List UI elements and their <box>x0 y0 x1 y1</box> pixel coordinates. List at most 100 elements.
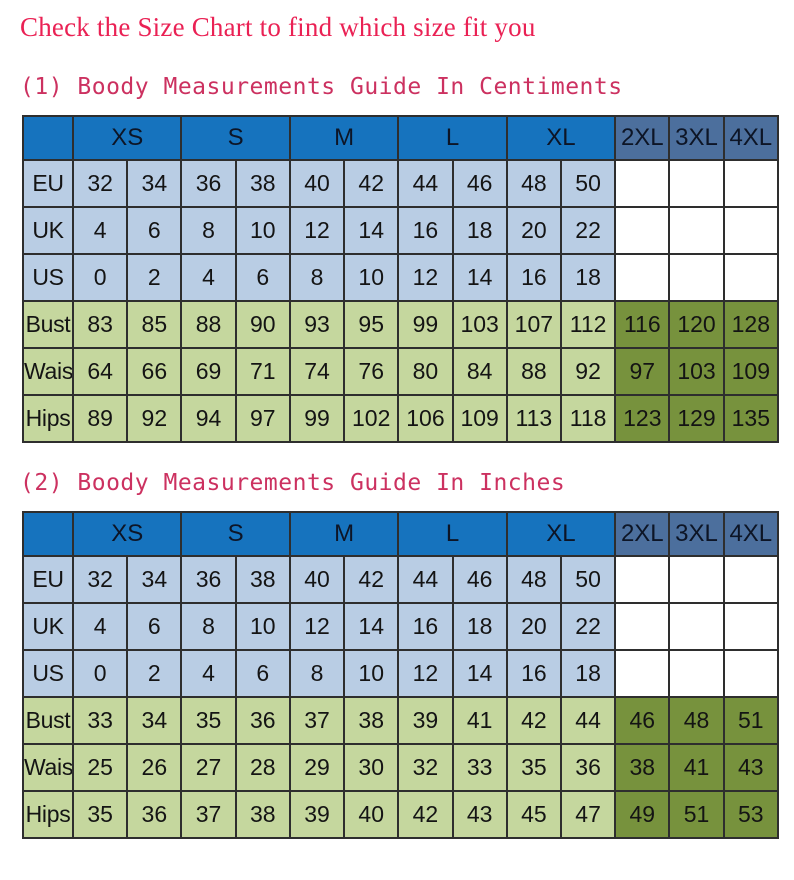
size-value-cell: 99 <box>288 394 346 443</box>
empty-cell <box>614 159 671 208</box>
size-value-cell: 8 <box>288 253 346 302</box>
size-value-cell: 34 <box>126 555 183 604</box>
size-value-cell: 103 <box>668 347 725 396</box>
size-value-cell: 44 <box>559 696 617 745</box>
size-value-cell: 6 <box>234 253 291 302</box>
size-header-xs: XS <box>71 115 183 161</box>
table-row-waist: Waist6466697174768084889297103109 <box>22 347 780 396</box>
size-header-3xl: 3XL <box>668 511 725 557</box>
size-value-cell: 34 <box>126 159 183 208</box>
size-value-cell: 44 <box>397 555 454 604</box>
size-value-cell: 94 <box>180 394 237 443</box>
size-value-cell: 18 <box>559 253 617 302</box>
size-value-cell: 8 <box>180 602 237 651</box>
page-title: Check the Size Chart to find which size … <box>20 12 536 42</box>
size-header-m: M <box>288 115 400 161</box>
size-value-cell: 2 <box>126 649 183 698</box>
size-value-cell: 97 <box>234 394 291 443</box>
size-value-cell: 42 <box>505 696 562 745</box>
empty-cell <box>668 649 725 698</box>
empty-cell <box>614 602 671 651</box>
size-value-cell: 26 <box>126 743 183 792</box>
size-value-cell: 46 <box>614 696 671 745</box>
empty-cell <box>722 206 780 255</box>
size-value-cell: 40 <box>288 555 346 604</box>
row-label: Waist <box>22 743 74 792</box>
size-value-cell: 6 <box>126 602 183 651</box>
size-value-cell: 29 <box>288 743 346 792</box>
size-header-row: XS S M L XL 2XL 3XL 4XL <box>22 115 780 161</box>
table-row-eu: EU 32 34 36 38 40 42 44 46 48 50 <box>22 555 780 604</box>
size-value-cell: 18 <box>559 649 617 698</box>
table-row-us: US 0 2 4 6 8 10 12 14 16 18 <box>22 253 780 302</box>
empty-cell <box>668 253 725 302</box>
size-value-cell: 20 <box>505 206 562 255</box>
size-value-cell: 42 <box>397 790 454 839</box>
size-value-cell: 74 <box>288 347 346 396</box>
size-value-cell: 4 <box>180 253 237 302</box>
size-value-cell: 107 <box>505 300 562 349</box>
row-label: EU <box>22 555 74 604</box>
size-value-cell: 27 <box>180 743 237 792</box>
size-value-cell: 88 <box>180 300 237 349</box>
size-value-cell: 90 <box>234 300 291 349</box>
size-value-cell: 92 <box>559 347 617 396</box>
size-value-cell: 118 <box>559 394 617 443</box>
size-value-cell: 99 <box>397 300 454 349</box>
size-value-cell: 34 <box>126 696 183 745</box>
size-value-cell: 25 <box>71 743 129 792</box>
table-corner-cell <box>22 511 74 557</box>
table-row-bust: Bust 83 85 88 90 93 95 99 103 107 112 116 120 128 <box>22 300 780 349</box>
size-header-s: S <box>180 511 291 557</box>
table-row-hips: Hips 89 92 94 97 99 102 106 109 113 118 123 129 135 <box>22 394 780 443</box>
size-header-2xl: 2XL <box>614 115 671 161</box>
row-label: UK <box>22 602 74 651</box>
size-value-cell: 42 <box>343 159 400 208</box>
size-header-2xl: 2XL <box>614 511 671 557</box>
size-value-cell: 0 <box>71 649 129 698</box>
size-value-cell: 41 <box>668 743 725 792</box>
row-label: Bust <box>22 300 74 349</box>
size-table-centimeters: XS S M L XL 2XL 3XL 4XL EU 32 34 36 38 40 42 44 46 48 50 U… <box>22 115 780 443</box>
row-label: US <box>22 649 74 698</box>
size-value-cell: 16 <box>397 602 454 651</box>
size-value-cell: 92 <box>126 394 183 443</box>
size-value-cell: 14 <box>343 206 400 255</box>
size-header-m: M <box>288 511 400 557</box>
size-value-cell: 43 <box>722 743 780 792</box>
size-value-cell: 10 <box>343 253 400 302</box>
size-value-cell: 123 <box>614 394 671 443</box>
empty-cell <box>668 555 725 604</box>
size-value-cell: 32 <box>397 743 454 792</box>
section-heading-inches: (2) Boody Measurements Guide In Inches <box>20 470 566 496</box>
size-value-cell: 35 <box>505 743 562 792</box>
size-value-cell: 129 <box>668 394 725 443</box>
empty-cell <box>722 253 780 302</box>
size-value-cell: 89 <box>71 394 129 443</box>
size-value-cell: 128 <box>722 300 780 349</box>
size-value-cell: 71 <box>234 347 291 396</box>
empty-cell <box>668 602 725 651</box>
empty-cell <box>722 649 780 698</box>
table-corner-cell <box>22 115 74 161</box>
size-value-cell: 47 <box>559 790 617 839</box>
size-value-cell: 37 <box>288 696 346 745</box>
size-header-xs: XS <box>71 511 183 557</box>
size-value-cell: 32 <box>71 159 129 208</box>
section-heading-centimeters: (1) Boody Measurements Guide In Centimen… <box>20 74 623 100</box>
size-value-cell: 88 <box>505 347 562 396</box>
size-value-cell: 16 <box>505 649 562 698</box>
size-value-cell: 36 <box>180 555 237 604</box>
size-value-cell: 112 <box>559 300 617 349</box>
size-value-cell: 10 <box>234 206 291 255</box>
size-header-4xl: 4XL <box>722 115 780 161</box>
size-header-row: XS S M L XL 2XL 3XL 4XL <box>22 511 780 557</box>
size-value-cell: 38 <box>234 159 291 208</box>
size-value-cell: 4 <box>180 649 237 698</box>
size-value-cell: 22 <box>559 602 617 651</box>
size-value-cell: 36 <box>234 696 291 745</box>
size-value-cell: 85 <box>126 300 183 349</box>
size-table-inches: XS S M L XL 2XL 3XL 4XL EU 32 34 36 38 40 42 44 46 48 50 U… <box>22 511 780 839</box>
table-row-uk: UK 4 6 8 10 12 14 16 18 20 22 <box>22 206 780 255</box>
size-header-l: L <box>397 115 508 161</box>
